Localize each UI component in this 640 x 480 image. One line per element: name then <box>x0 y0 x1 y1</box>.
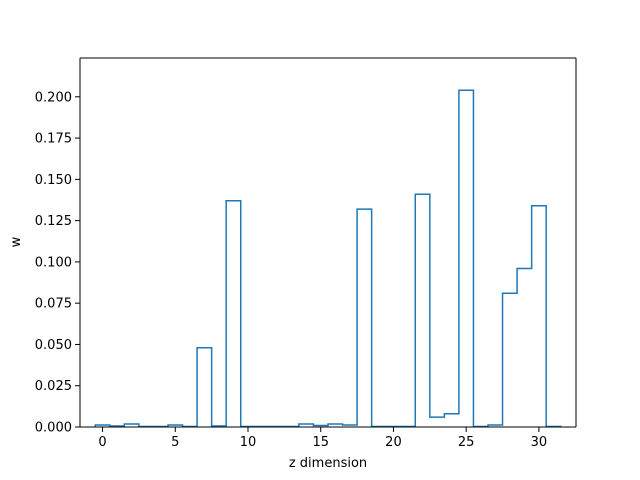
data-step-line <box>94 89 562 428</box>
y-tick-label: 0.200 <box>35 90 72 105</box>
y-tick-label: 0.150 <box>35 173 72 188</box>
axes-frame <box>79 57 577 428</box>
x-tick-label: 5 <box>171 435 179 450</box>
y-axis-ticks: 0.000 0.025 0.050 0.075 0.100 0.125 0.150 0.175… <box>35 90 80 436</box>
y-tick-label: 0.100 <box>35 255 72 270</box>
plot-area <box>80 58 576 427</box>
x-axis-label: z dimension <box>289 456 367 471</box>
y-tick-label: 0.025 <box>35 379 72 394</box>
x-tick-label: 25 <box>458 435 475 450</box>
y-tick-label: 0.075 <box>35 297 72 312</box>
y-tick-label: 0.175 <box>35 132 72 147</box>
x-tick-label: 20 <box>385 435 402 450</box>
x-tick-label: 30 <box>531 435 548 450</box>
x-tick-label: 15 <box>312 435 329 450</box>
x-axis-ticks: 0 5 10 15 20 25 30 <box>98 427 547 450</box>
y-tick-label: 0.050 <box>35 338 72 353</box>
x-tick-label: 10 <box>240 435 257 450</box>
y-tick-label: 0.000 <box>35 421 72 436</box>
y-axis-label: w <box>9 236 24 247</box>
x-tick-label: 0 <box>98 435 106 450</box>
y-tick-label: 0.125 <box>35 214 72 229</box>
